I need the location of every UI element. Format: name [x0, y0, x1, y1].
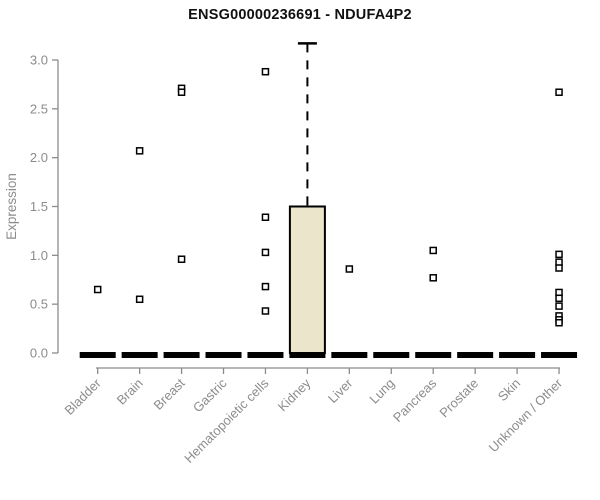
- y-tick-label: 0.5: [30, 297, 48, 312]
- outlier-point: [261, 248, 270, 257]
- median-bar: [499, 352, 536, 358]
- box-rect: [288, 205, 326, 354]
- outlier-point: [177, 88, 186, 96]
- outlier-point: [345, 265, 354, 273]
- outlier-point: [555, 264, 563, 272]
- median-bar: [121, 352, 158, 358]
- x-tick-label: Bladder: [62, 375, 105, 418]
- x-tick-label: Liver: [325, 375, 356, 406]
- outlier-point: [555, 258, 563, 266]
- median-bar: [541, 352, 578, 358]
- outlier-point: [429, 246, 437, 255]
- outlier-point: [555, 302, 563, 310]
- y-tick-label: 0.0: [30, 346, 48, 361]
- outlier-point: [261, 307, 270, 315]
- outlier-point: [555, 250, 563, 259]
- outlier-point: [555, 288, 563, 297]
- median-bar: [247, 352, 284, 358]
- outlier-point: [135, 295, 144, 304]
- outlier-point: [555, 88, 563, 96]
- outlier-point: [555, 318, 563, 327]
- x-tick-label: Gastric: [190, 375, 230, 415]
- outlier-point: [261, 282, 270, 291]
- x-tick-label: Kidney: [275, 375, 314, 414]
- outlier-point: [177, 255, 186, 263]
- y-axis-label: Expression: [4, 173, 19, 240]
- median-bar: [331, 352, 368, 358]
- x-tick-label: Prostate: [436, 376, 481, 421]
- y-tick-label: 2.5: [30, 101, 48, 116]
- y-tick-label: 1.5: [30, 199, 48, 214]
- median-bar: [457, 352, 494, 358]
- median-bar: [205, 352, 242, 358]
- outlier-point: [555, 294, 563, 303]
- outlier-point: [261, 67, 270, 76]
- x-tick-label: Lung: [366, 376, 397, 407]
- x-tick-label: Skin: [495, 376, 523, 404]
- median-bar: [373, 352, 410, 358]
- y-tick-label: 3.0: [30, 52, 48, 67]
- y-tick-label: 2.0: [30, 150, 48, 165]
- outlier-point: [261, 213, 270, 221]
- chart-title: ENSG00000236691 - NDUFA4P2: [188, 7, 412, 23]
- x-tick-label: Brain: [114, 376, 146, 408]
- median-bar: [415, 352, 452, 358]
- outlier-point: [93, 285, 102, 294]
- outlier-point: [429, 274, 437, 282]
- median-bar: [289, 352, 326, 358]
- y-tick-label: 1.0: [30, 248, 48, 263]
- x-tick-label: Unknown / Other: [486, 375, 566, 455]
- median-bar: [79, 352, 116, 358]
- x-tick-label: Pancreas: [390, 375, 440, 425]
- outlier-point: [135, 147, 144, 155]
- x-tick-label: Breast: [151, 375, 188, 412]
- median-bar: [163, 352, 200, 358]
